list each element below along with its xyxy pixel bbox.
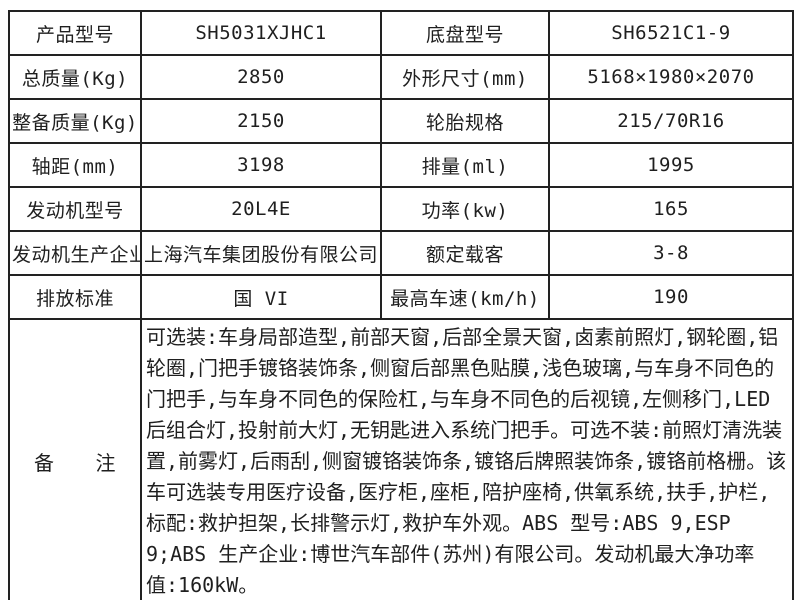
label-curb-weight: 整备质量(Kg) — [8, 98, 142, 144]
value-max-speed: 190 — [548, 274, 794, 320]
label-tire-spec: 轮胎规格 — [380, 98, 550, 144]
table-row-engine-manufacturer: 发动机生产企业 上海汽车集团股份有限公司 额定载客 3-8 — [8, 230, 794, 276]
table-row-emission-standard: 排放标准 国 VI 最高车速(km/h) 190 — [8, 274, 794, 320]
table-row-remarks: 备 注 可选装:车身局部造型,前部天窗,后部全景天窗,卤素前照灯,钢轮圈,铝轮圈… — [8, 318, 794, 600]
value-engine-manufacturer: 上海汽车集团股份有限公司 — [140, 230, 382, 276]
value-displacement: 1995 — [548, 142, 794, 188]
value-dimensions: 5168×1980×2070 — [548, 54, 794, 100]
value-tire-spec: 215/70R16 — [548, 98, 794, 144]
label-chassis-model: 底盘型号 — [380, 10, 550, 56]
label-displacement: 排量(ml) — [380, 142, 550, 188]
value-engine-model: 20L4E — [140, 186, 382, 232]
value-wheelbase: 3198 — [140, 142, 382, 188]
label-max-speed: 最高车速(km/h) — [380, 274, 550, 320]
value-emission-standard: 国 VI — [140, 274, 382, 320]
table-row-curb-weight: 整备质量(Kg) 2150 轮胎规格 215/70R16 — [8, 98, 794, 144]
value-rated-passengers: 3-8 — [548, 230, 794, 276]
value-gross-weight: 2850 — [140, 54, 382, 100]
value-product-model: SH5031XJHC1 — [140, 10, 382, 56]
value-chassis-model: SH6521C1-9 — [548, 10, 794, 56]
label-engine-manufacturer: 发动机生产企业 — [8, 230, 142, 276]
label-gross-weight: 总质量(Kg) — [8, 54, 142, 100]
table-row-product-model: 产品型号 SH5031XJHC1 底盘型号 SH6521C1-9 — [8, 10, 794, 56]
label-product-model: 产品型号 — [8, 10, 142, 56]
table-row-gross-weight: 总质量(Kg) 2850 外形尺寸(mm) 5168×1980×2070 — [8, 54, 794, 100]
value-power: 165 — [548, 186, 794, 232]
label-dimensions: 外形尺寸(mm) — [380, 54, 550, 100]
remarks-text: 可选装:车身局部造型,前部天窗,后部全景天窗,卤素前照灯,钢轮圈,铝轮圈,门把手… — [140, 318, 794, 600]
label-rated-passengers: 额定载客 — [380, 230, 550, 276]
value-curb-weight: 2150 — [140, 98, 382, 144]
table-row-engine-model: 发动机型号 20L4E 功率(kw) 165 — [8, 186, 794, 232]
label-wheelbase: 轴距(mm) — [8, 142, 142, 188]
table-row-wheelbase: 轴距(mm) 3198 排量(ml) 1995 — [8, 142, 794, 188]
label-power: 功率(kw) — [380, 186, 550, 232]
label-engine-model: 发动机型号 — [8, 186, 142, 232]
label-remarks: 备 注 — [8, 318, 142, 600]
vehicle-spec-table: 产品型号 SH5031XJHC1 底盘型号 SH6521C1-9 总质量(Kg)… — [8, 10, 794, 600]
label-emission-standard: 排放标准 — [8, 274, 142, 320]
